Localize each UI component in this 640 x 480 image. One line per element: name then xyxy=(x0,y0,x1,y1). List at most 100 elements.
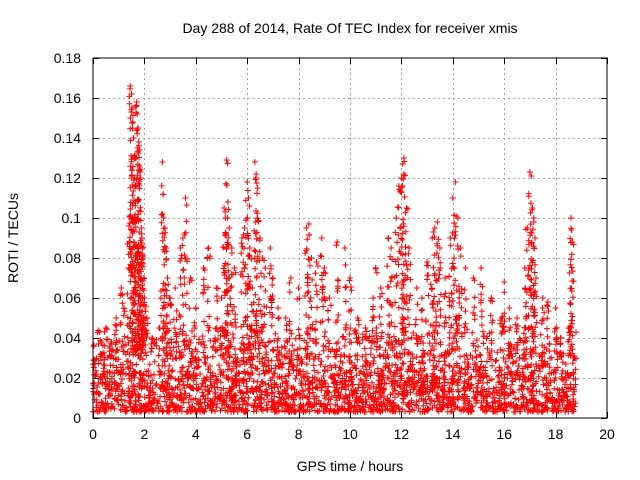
spike-points xyxy=(369,303,377,345)
spike-points xyxy=(186,277,196,355)
data-point xyxy=(347,275,353,281)
data-point xyxy=(141,295,148,301)
data-point xyxy=(321,265,328,271)
data-point xyxy=(539,295,546,301)
spike-points xyxy=(391,229,401,360)
spike-points xyxy=(116,290,126,350)
data-point xyxy=(259,255,266,261)
x-tick-label: 18 xyxy=(548,426,564,442)
y-tick-label: 0.12 xyxy=(54,170,81,186)
data-point xyxy=(282,315,289,321)
data-point xyxy=(514,315,521,321)
data-point xyxy=(187,275,194,281)
chart-title: Day 288 of 2014, Rate Of TEC Index for r… xyxy=(182,20,517,36)
data-point xyxy=(528,173,535,179)
spike-points xyxy=(142,315,151,356)
spike-points xyxy=(324,302,334,360)
y-axis-label: ROTI / TECUs xyxy=(5,193,21,283)
spike-points xyxy=(435,259,444,346)
data-point xyxy=(498,315,505,321)
spike-points xyxy=(266,262,275,316)
data-point xyxy=(140,255,147,261)
x-tick-label: 16 xyxy=(496,426,512,442)
data-point xyxy=(213,285,220,291)
data-point xyxy=(239,235,246,241)
spike-points xyxy=(170,307,180,346)
data-point xyxy=(143,315,150,321)
data-point xyxy=(139,245,146,251)
data-point xyxy=(245,195,252,201)
data-point xyxy=(557,335,564,341)
y-tick-label: 0.02 xyxy=(54,370,81,386)
x-axis-label: GPS time / hours xyxy=(297,458,404,474)
data-point xyxy=(354,315,361,321)
y-tick-labels: 0 0.02 0.04 0.06 0.08 0.1 0.12 0.14 0.16 0.18 xyxy=(54,50,81,426)
data-point xyxy=(164,275,171,281)
data-point xyxy=(253,171,260,177)
data-point xyxy=(149,335,156,341)
data-point xyxy=(318,235,325,241)
spike-points xyxy=(212,285,221,354)
spike-points xyxy=(176,255,185,361)
data-point xyxy=(130,135,137,141)
data-point xyxy=(418,295,425,301)
spike-points xyxy=(441,290,450,358)
data-point xyxy=(524,225,531,231)
data-point xyxy=(136,165,143,171)
y-tick-label: 0 xyxy=(73,410,81,426)
data-point xyxy=(163,245,170,251)
data-point xyxy=(120,305,127,311)
spike-points xyxy=(528,219,537,360)
data-point xyxy=(159,159,166,165)
x-tick-label: 2 xyxy=(141,426,149,442)
data-point xyxy=(303,225,310,231)
data-point xyxy=(470,275,477,281)
data-point xyxy=(530,215,537,221)
data-point xyxy=(192,305,199,311)
data-point xyxy=(334,239,341,245)
data-point xyxy=(160,215,167,221)
x-tick-label: 0 xyxy=(89,426,97,442)
x-tick-label: 8 xyxy=(295,426,303,442)
data-point xyxy=(305,221,312,227)
data-point xyxy=(133,99,140,105)
data-point xyxy=(128,91,135,97)
data-point xyxy=(362,325,369,331)
data-point xyxy=(134,111,141,117)
axis-ticks xyxy=(93,58,608,419)
spike-points xyxy=(191,305,200,355)
data-point xyxy=(244,179,251,185)
data-point xyxy=(529,205,536,211)
data-point xyxy=(462,265,469,271)
spike-points xyxy=(543,302,553,355)
data-point xyxy=(262,265,269,271)
data-point xyxy=(135,139,142,145)
data-point xyxy=(161,225,168,231)
data-point xyxy=(569,239,576,245)
spike-points xyxy=(268,275,278,353)
data-point xyxy=(97,351,104,357)
data-points xyxy=(90,83,580,415)
data-point xyxy=(200,265,207,271)
y-tick-label: 0.08 xyxy=(54,250,81,266)
spike-points xyxy=(404,250,414,357)
data-point xyxy=(570,355,577,361)
data-point xyxy=(501,279,508,285)
data-point xyxy=(454,215,461,221)
data-point xyxy=(313,259,320,265)
spike-points xyxy=(248,299,257,357)
spike-points xyxy=(567,235,576,335)
spike-points xyxy=(91,356,100,378)
spike-points xyxy=(333,242,342,360)
data-point xyxy=(257,235,264,241)
data-point xyxy=(413,285,420,291)
data-point xyxy=(275,305,282,311)
data-point xyxy=(532,235,539,241)
spike-points xyxy=(399,158,409,353)
spike-points xyxy=(497,317,506,354)
data-point xyxy=(436,245,443,251)
spike-points xyxy=(341,262,350,360)
spike-points xyxy=(274,314,283,358)
data-point xyxy=(140,275,147,281)
y-tick-label: 0.06 xyxy=(54,290,81,306)
